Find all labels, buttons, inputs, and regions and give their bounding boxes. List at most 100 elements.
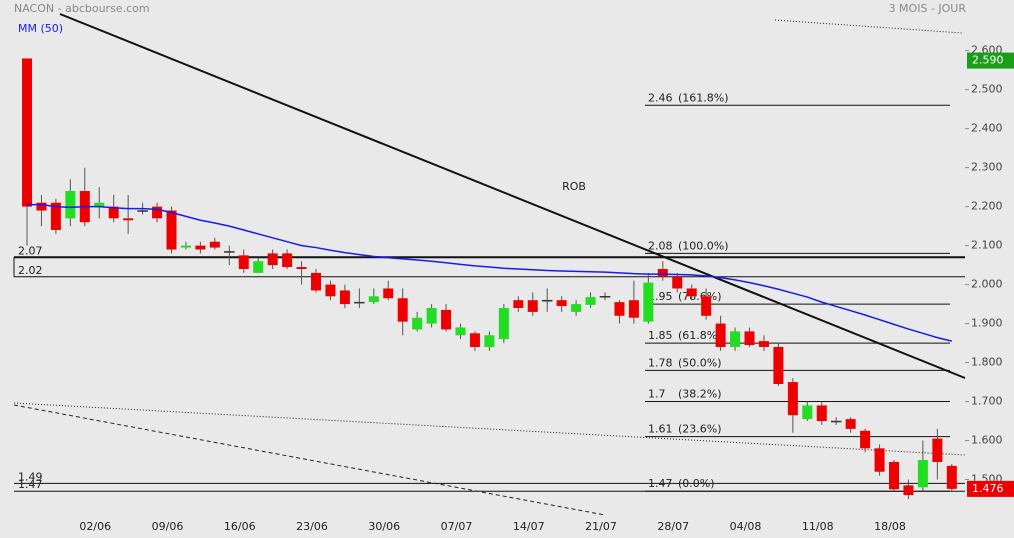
candle-body <box>932 438 943 462</box>
candle-body <box>267 253 278 266</box>
candle-body <box>686 288 697 297</box>
candle-body <box>36 202 47 211</box>
candle-body <box>50 202 61 231</box>
chart-title: NACON - abcbourse.com <box>14 2 150 15</box>
candle-body <box>845 419 856 429</box>
x-tick-label: 16/06 <box>224 520 256 533</box>
candle-body <box>296 267 307 269</box>
candle-body <box>484 335 495 347</box>
candle-body <box>166 210 177 250</box>
fib-ratio: (23.6%) <box>678 423 722 436</box>
fib-value: 1.95 <box>648 290 673 303</box>
candle-body <box>773 346 784 385</box>
candle-body <box>282 253 293 268</box>
candle-body <box>903 485 914 496</box>
candle-body <box>354 301 365 304</box>
moving-average <box>27 203 952 342</box>
candle-body <box>152 206 163 219</box>
x-tick-label: 09/06 <box>152 520 184 533</box>
y-tick-label: 2.300 <box>971 161 1003 174</box>
x-tick-label: 21/07 <box>585 520 617 533</box>
candle-body <box>556 300 567 307</box>
candle-body <box>513 300 524 308</box>
fib-value: 2.46 <box>648 91 673 104</box>
candle-body <box>802 405 813 420</box>
fib-ratio: (78.6%) <box>678 290 722 303</box>
candle-body <box>917 460 928 488</box>
candle-body <box>715 323 726 347</box>
candle-body <box>455 327 466 336</box>
fib-value: 1.47 <box>648 477 673 490</box>
candle-body <box>311 272 321 291</box>
y-tick-label: 1.800 <box>971 356 1003 369</box>
x-tick-label: 18/08 <box>874 520 906 533</box>
trend-line <box>59 13 966 379</box>
legend-label: MM (50) <box>18 22 63 35</box>
candle-body <box>527 300 538 312</box>
level-label: 1.47 <box>18 478 43 491</box>
fib-ratio: (61.8%) <box>678 329 722 342</box>
x-tick-label: 30/06 <box>368 520 400 533</box>
trend-line <box>13 404 606 516</box>
candle-body <box>585 297 596 305</box>
chart-subtitle: 3 MOIS - JOUR <box>889 2 967 15</box>
candle-body <box>701 296 712 316</box>
price-marker-label: 1.476 <box>972 482 1004 495</box>
fib-value: 1.7 <box>648 388 666 401</box>
candle-body <box>498 307 509 340</box>
candle-body <box>412 317 423 330</box>
trend-line <box>774 19 963 34</box>
candle-body <box>65 191 76 219</box>
y-tick-label: 2.500 <box>971 83 1003 96</box>
candle-body <box>614 302 625 316</box>
candle-body <box>253 261 264 273</box>
candle-body <box>426 307 437 324</box>
x-tick-label: 11/08 <box>802 520 834 533</box>
candle-body <box>238 255 249 269</box>
candle-body <box>22 58 32 207</box>
candle-body <box>368 296 379 303</box>
candle-body <box>730 331 741 347</box>
level-label: 2.02 <box>18 264 43 277</box>
candle-body <box>123 218 134 221</box>
candle-body <box>195 245 206 250</box>
candle-body <box>599 296 611 298</box>
candle-body <box>657 269 668 277</box>
y-tick-label: 2.100 <box>971 239 1003 252</box>
x-tick-label: 28/07 <box>657 520 689 533</box>
candle-body <box>787 382 798 416</box>
x-tick-label: 23/06 <box>296 520 328 533</box>
fib-value: 1.61 <box>648 423 673 436</box>
fib-ratio: (161.8%) <box>678 91 729 104</box>
fib-ratio: (38.2%) <box>678 388 722 401</box>
candle-body <box>469 333 480 347</box>
candle-body <box>830 420 842 423</box>
y-tick-label: 1.600 <box>971 434 1003 447</box>
candle-body <box>108 206 119 219</box>
y-tick-label: 2.200 <box>971 200 1003 213</box>
candle-body <box>571 304 582 312</box>
level-label: 2.07 <box>18 244 43 257</box>
price-marker <box>967 480 1014 497</box>
y-tick-label: 2.000 <box>971 278 1003 291</box>
candle-body <box>541 299 553 302</box>
candle-body <box>874 448 885 472</box>
price-marker-label: 2.590 <box>972 54 1004 67</box>
candle-body <box>816 405 827 422</box>
x-tick-label: 04/08 <box>730 520 762 533</box>
y-tick-label: 1.700 <box>971 395 1003 408</box>
candle-body <box>325 284 336 297</box>
candle-body <box>744 331 755 346</box>
fib-ratio: (0.0%) <box>678 477 715 490</box>
y-tick-label: 2.400 <box>971 122 1003 135</box>
fib-value: 2.08 <box>648 239 673 252</box>
candle-body <box>628 300 639 318</box>
candle-body <box>441 309 452 330</box>
candle-body <box>672 276 683 289</box>
x-tick-label: 07/07 <box>441 520 473 533</box>
fib-value: 1.78 <box>648 356 673 369</box>
candle-body <box>383 288 394 299</box>
candle-body <box>889 461 899 490</box>
fib-ratio: (100.0%) <box>678 239 729 252</box>
